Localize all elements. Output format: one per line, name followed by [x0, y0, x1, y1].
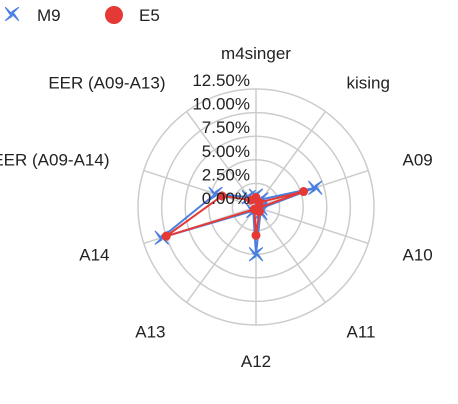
r-tick-label-3: 7.50%: [202, 118, 250, 137]
series-point-M9-8: [208, 186, 223, 201]
axis-label-8: EER (A09-A14): [0, 150, 110, 169]
grid-spoke-1: [255, 111, 326, 208]
axis-label-7: A14: [79, 246, 109, 265]
series-point-E5-5: [251, 230, 261, 240]
axis-label-1: kising: [347, 73, 390, 92]
series-point-E5-2: [299, 187, 309, 197]
legend-item-E5: E5: [105, 6, 160, 25]
legend-marker-M9: [4, 6, 20, 22]
grid-spoke-9: [186, 111, 257, 208]
radial-tick-labels: 0.00% 2.50% 5.00% 7.50% 10.00% 12.50%: [192, 71, 250, 208]
r-tick-label-2: 5.00%: [202, 142, 250, 161]
axis-label-5: A12: [241, 352, 271, 371]
axis-label-0: m4singer: [221, 44, 291, 63]
radar-grid: [137, 88, 375, 326]
series-point-E5-8: [217, 191, 227, 201]
axis-label-6: A13: [135, 323, 165, 342]
legend: M9 E5: [4, 6, 160, 25]
legend-label-E5: E5: [139, 6, 160, 25]
series-point-E5-9: [246, 195, 256, 205]
category-axis-labels: m4singer kising A09 A10 A11 A12 A13 A14 EER (A09…: [0, 44, 433, 371]
series-point-M9-2: [308, 180, 323, 195]
grid-spoke-8: [143, 169, 257, 208]
grid-spoke-6: [186, 206, 257, 303]
r-tick-label-5: 12.50%: [192, 71, 250, 90]
r-tick-label-1: 2.50%: [202, 165, 250, 184]
grid-spoke-3: [255, 206, 369, 245]
series-point-E5-6: [249, 204, 259, 214]
axis-label-4: A11: [347, 323, 376, 342]
series-layer: [154, 180, 323, 262]
r-tick-label-0: 0.00%: [202, 189, 250, 208]
series-point-M9-5: [248, 247, 264, 262]
r-tick-label-4: 10.00%: [192, 95, 250, 114]
axis-label-9: EER (A09-A13): [48, 73, 165, 92]
legend-label-M9: M9: [37, 6, 61, 25]
legend-marker-E5: [105, 6, 123, 24]
series-point-E5-7: [161, 231, 171, 241]
grid-spoke-4: [255, 206, 326, 303]
axis-label-2: A09: [403, 150, 433, 169]
legend-item-M9: M9: [4, 6, 61, 25]
axis-label-3: A10: [403, 246, 433, 265]
